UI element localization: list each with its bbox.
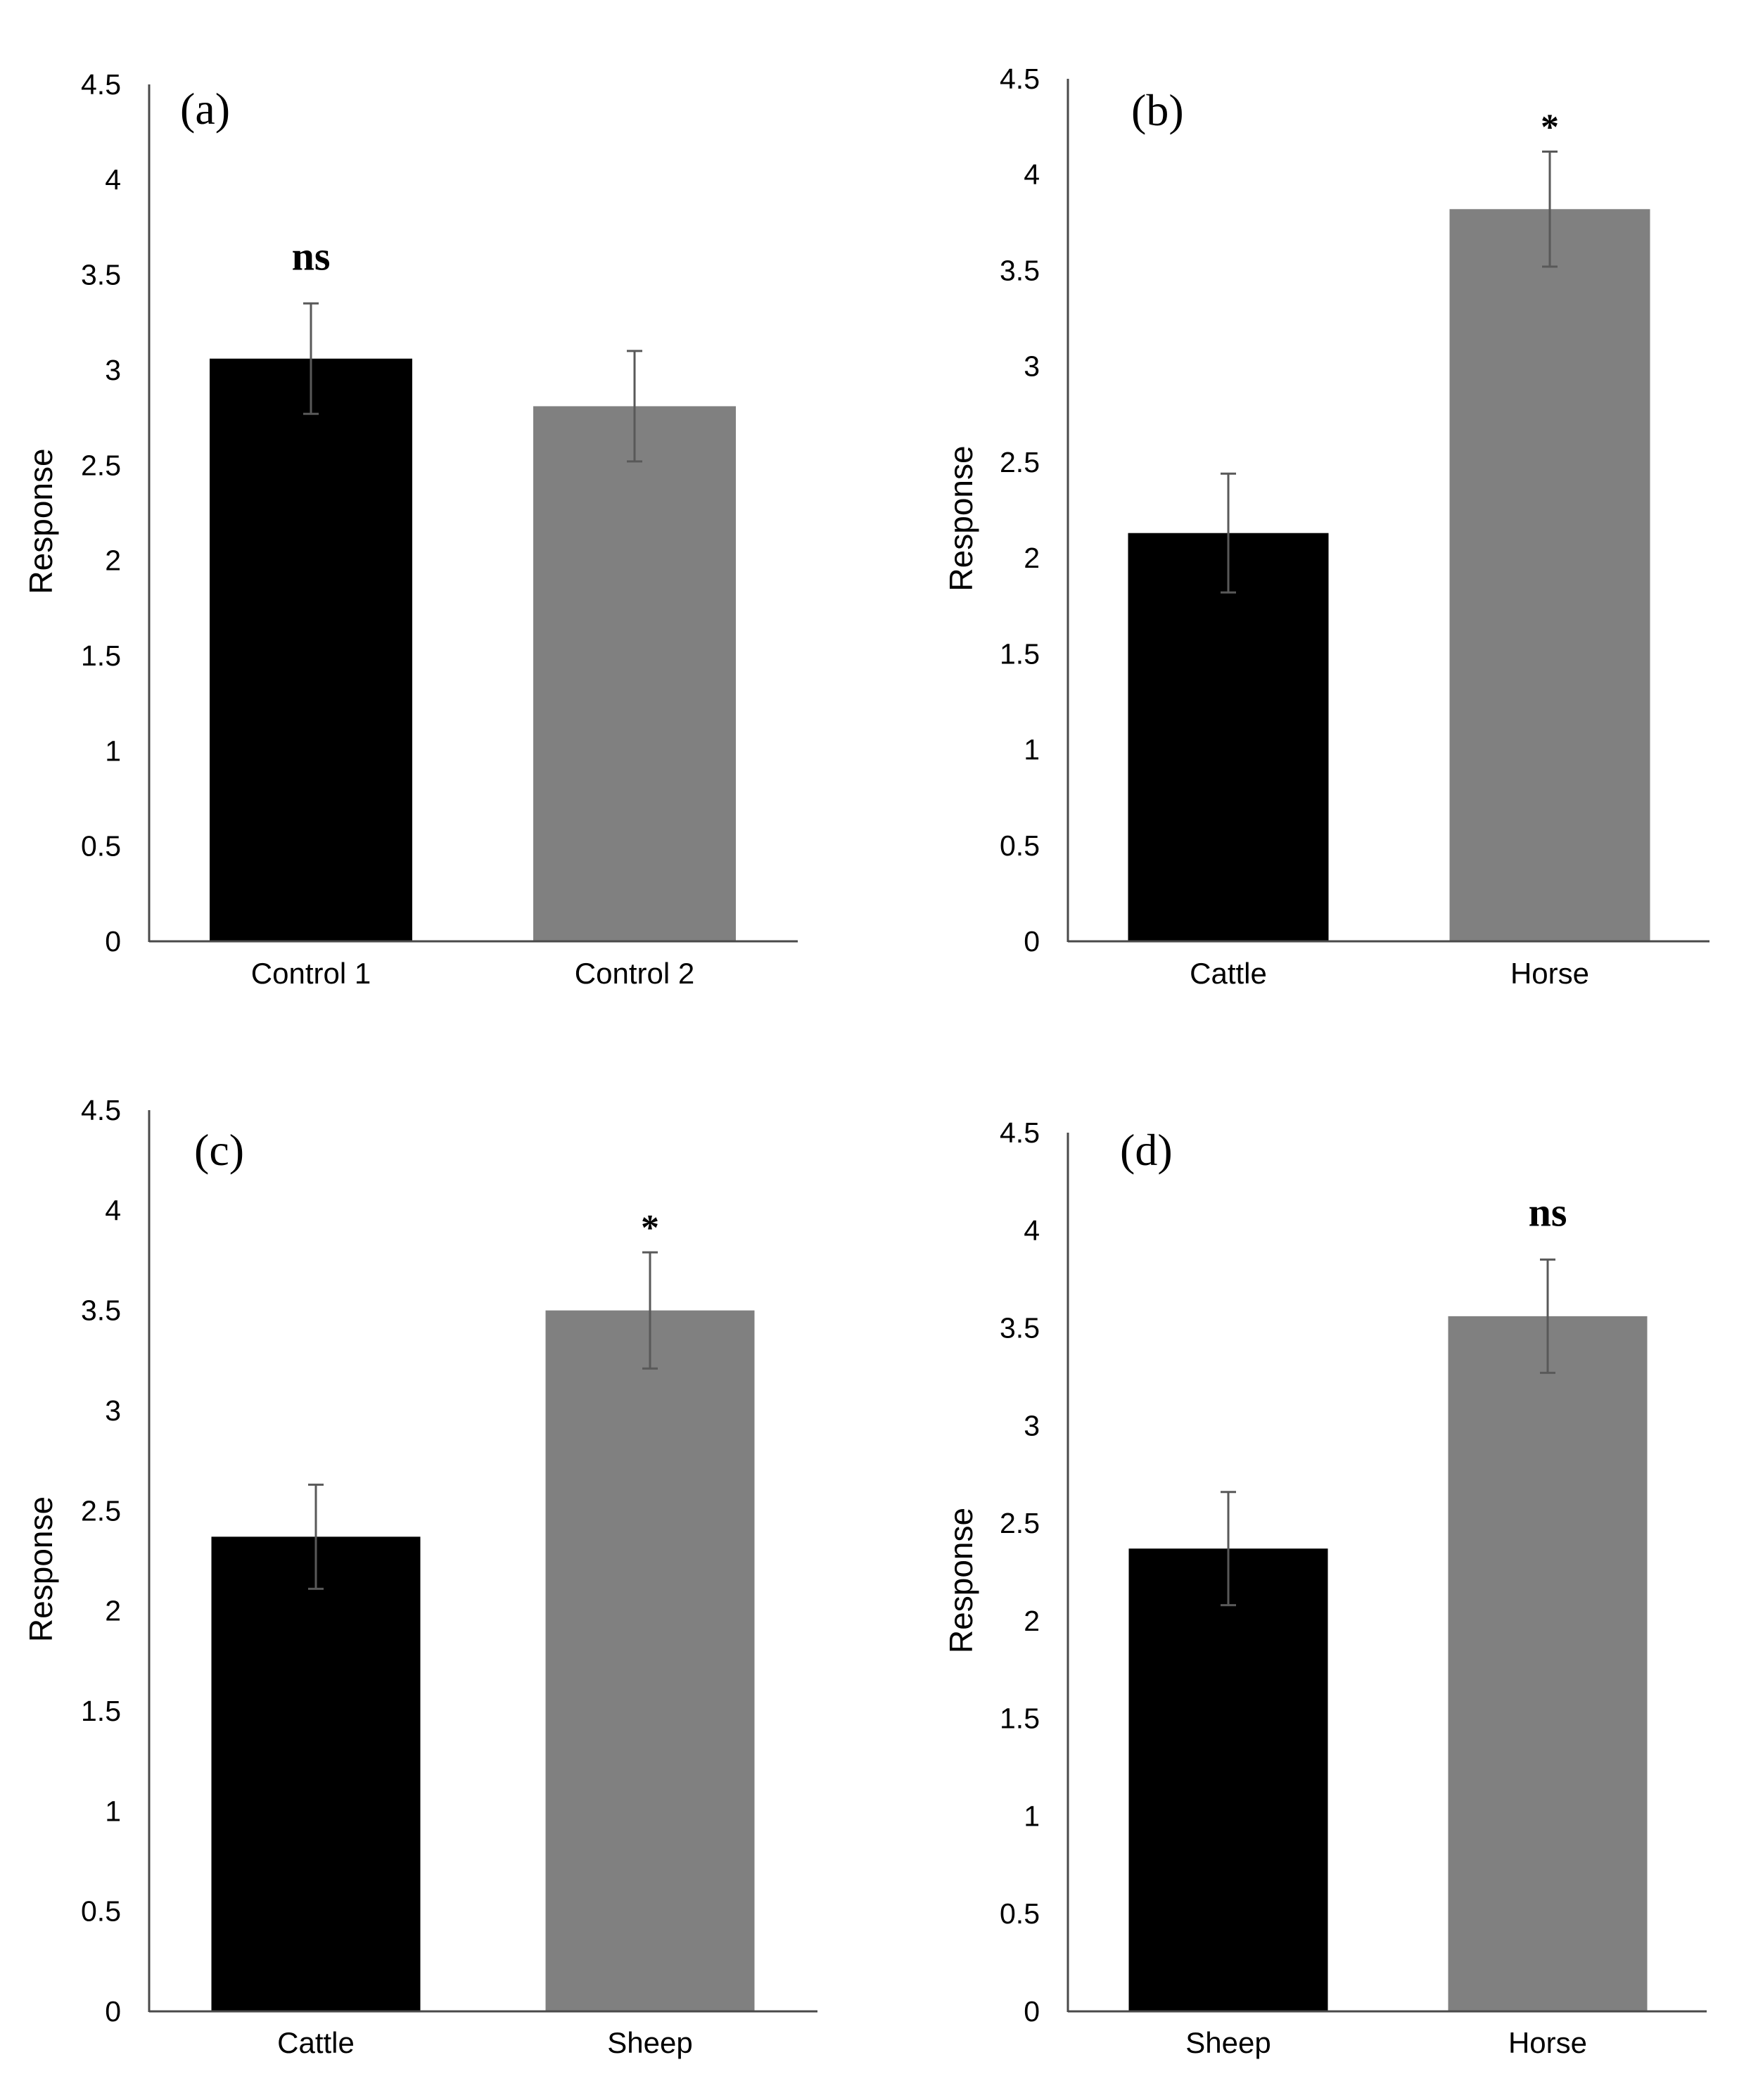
y-tick-label: 1 <box>105 734 121 767</box>
y-tick-label: 2.5 <box>1000 1507 1040 1539</box>
y-tick-label: 0 <box>105 925 121 957</box>
y-tick-label: 0 <box>105 1995 121 2028</box>
y-tick-label: 1.5 <box>1000 1703 1040 1735</box>
y-tick-label: 3.5 <box>81 1294 121 1327</box>
y-tick-label: 4 <box>1024 158 1040 191</box>
y-tick-label: 3 <box>1024 350 1040 383</box>
x-category-label: Sheep <box>607 2026 692 2059</box>
chart-panel-c: 0 0.5 1 1.5 2 2.5 3 3.5 4 4.5 Response Cattle Sheep *… <box>23 1094 817 2059</box>
y-tick-label: 4.5 <box>81 1094 121 1126</box>
y-axis-title: Response <box>23 1496 59 1642</box>
y-tick-label: 1.5 <box>81 639 121 672</box>
y-tick-label: 4 <box>1024 1214 1040 1247</box>
bar-control-1 <box>210 358 412 941</box>
y-tick-label: 4.5 <box>1000 63 1040 95</box>
y-tick-label: 4.5 <box>1000 1116 1040 1149</box>
y-axis-title: Response <box>23 448 59 594</box>
chart-panel-d: 0 0.5 1 1.5 2 2.5 3 3.5 4 4.5 Response Sheep Horse ns… <box>943 1116 1707 2059</box>
chart-panel-a: 0 0.5 1 1.5 2 2.5 3 3.5 4 4.5 Response Control 1 Con… <box>23 68 798 990</box>
y-tick-label: 0.5 <box>81 1895 121 1928</box>
y-tick-label: 2 <box>1024 1605 1040 1637</box>
significance-annotation: ns <box>1529 1189 1567 1235</box>
y-tick-label: 3 <box>105 354 121 386</box>
x-category-label: Horse <box>1508 2026 1587 2059</box>
y-tick-label: 2 <box>105 545 121 577</box>
x-category-label: Control 2 <box>575 957 694 990</box>
y-tick-label: 3.5 <box>1000 254 1040 286</box>
x-category-label: Control 1 <box>251 957 371 990</box>
y-tick-label: 1 <box>1024 734 1040 766</box>
x-category-label: Sheep <box>1185 2026 1271 2059</box>
y-tick-label: 0 <box>1024 1995 1040 2028</box>
bar-control-2 <box>533 406 736 941</box>
y-tick-label: 3 <box>1024 1409 1040 1442</box>
x-category-label: Cattle <box>277 2026 355 2059</box>
bar-sheep <box>1128 1548 1328 2011</box>
y-tick-label: 0.5 <box>81 830 121 863</box>
y-tick-label: 0 <box>1024 925 1040 957</box>
x-category-label: Horse <box>1510 957 1589 990</box>
y-tick-label: 1 <box>105 1795 121 1827</box>
y-tick-label: 2.5 <box>1000 446 1040 478</box>
significance-annotation: * <box>641 1208 659 1248</box>
y-tick-label: 2 <box>105 1595 121 1627</box>
significance-annotation: * <box>1541 108 1559 148</box>
chart-panel-b: 0 0.5 1 1.5 2 2.5 3 3.5 4 4.5 Response Cattle Horse *… <box>943 63 1709 990</box>
y-tick-label: 2 <box>1024 542 1040 574</box>
y-tick-label: 1.5 <box>1000 637 1040 670</box>
y-tick-label: 4 <box>105 1194 121 1226</box>
bar-horse <box>1448 1316 1648 2011</box>
y-tick-label: 4 <box>105 163 121 196</box>
bar-sheep <box>545 1310 755 2011</box>
y-tick-label: 4.5 <box>81 68 121 101</box>
y-axis-title: Response <box>943 1508 979 1653</box>
x-category-label: Cattle <box>1190 957 1267 990</box>
y-tick-label: 3 <box>105 1394 121 1427</box>
y-tick-label: 3.5 <box>81 259 121 291</box>
bar-cattle <box>1128 533 1329 941</box>
bar-horse <box>1449 209 1650 941</box>
panel-label: (b) <box>1131 85 1184 135</box>
y-tick-label: 1 <box>1024 1800 1040 1832</box>
panel-label: (d) <box>1120 1125 1173 1175</box>
bar-cattle <box>211 1536 421 2011</box>
significance-annotation: ns <box>292 233 331 279</box>
y-tick-label: 3.5 <box>1000 1312 1040 1344</box>
y-axis-title: Response <box>943 445 979 591</box>
y-tick-label: 2.5 <box>81 449 121 481</box>
panel-label: (c) <box>194 1125 244 1175</box>
y-tick-label: 0.5 <box>1000 1897 1040 1930</box>
y-tick-label: 0.5 <box>1000 829 1040 862</box>
y-tick-label: 2.5 <box>81 1494 121 1527</box>
y-tick-label: 1.5 <box>81 1695 121 1727</box>
panel-label: (a) <box>180 84 230 134</box>
